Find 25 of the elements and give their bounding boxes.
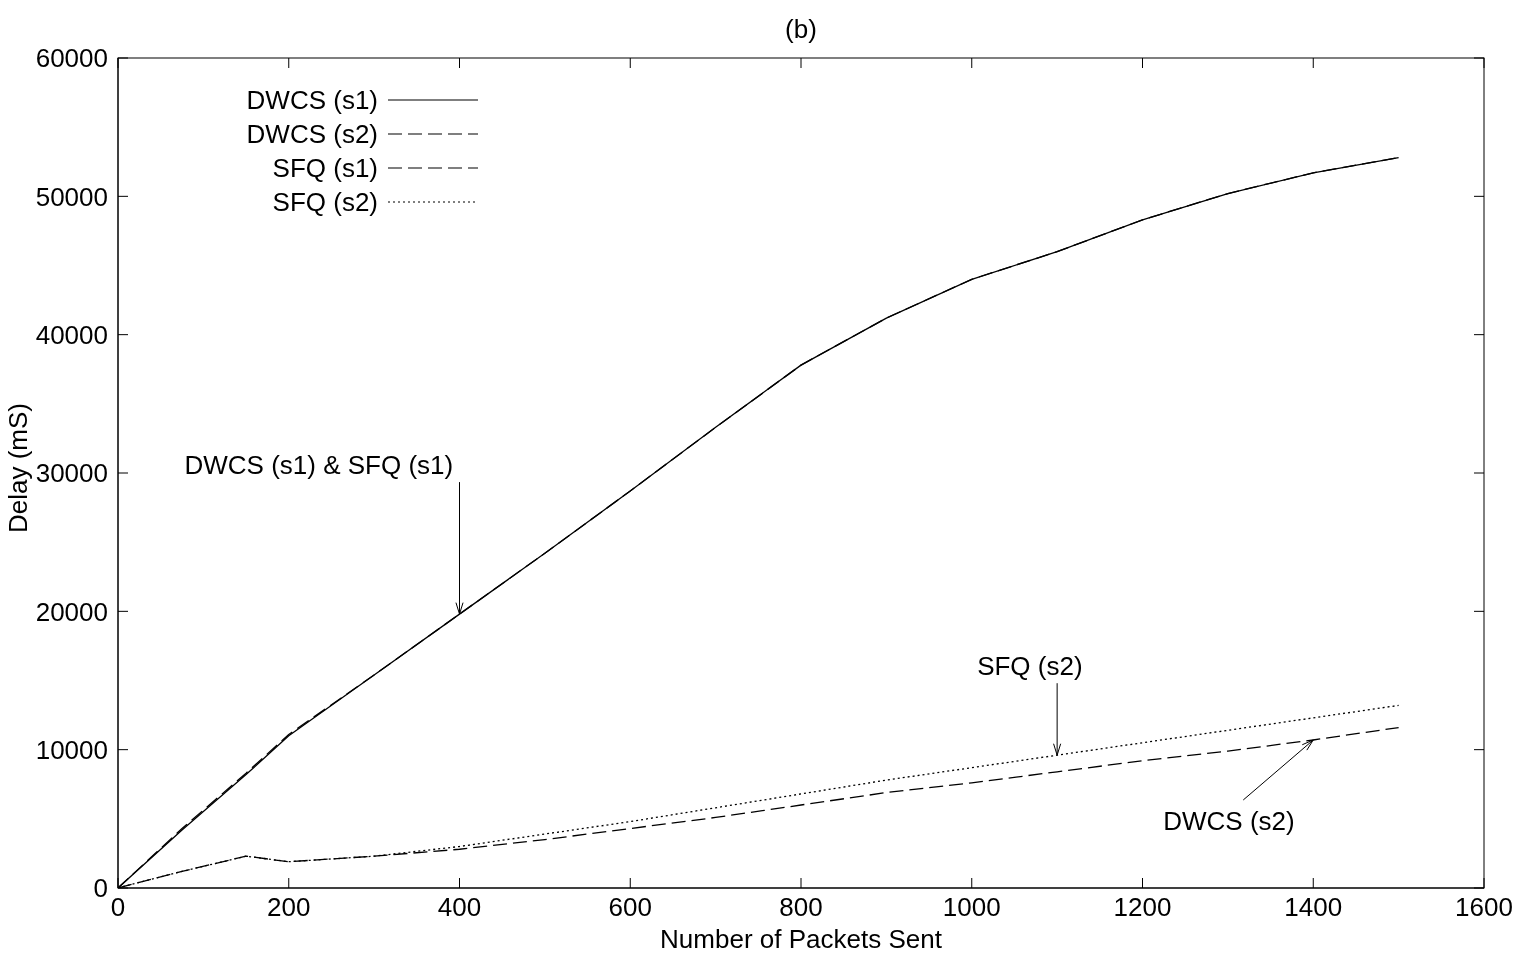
legend-label: DWCS (s2) <box>246 118 378 150</box>
legend-label: SFQ (s1) <box>272 152 378 184</box>
x-tick-label: 1000 <box>942 892 1001 923</box>
annotation: DWCS (s1) & SFQ (s1) <box>184 450 454 481</box>
x-tick-label: 200 <box>267 892 311 923</box>
chart-title: (b) <box>785 14 817 44</box>
x-tick-label: 1600 <box>1455 892 1513 923</box>
y-axis-title: Delay (mS) <box>3 402 34 533</box>
legend-label: DWCS (s1) <box>246 84 378 116</box>
x-tick-label: 400 <box>437 892 482 923</box>
y-tick-label: 30000 <box>35 458 108 489</box>
x-tick-label: 1200 <box>1113 892 1172 923</box>
annotation: DWCS (s2) <box>1163 805 1295 836</box>
y-tick-label: 60000 <box>35 43 108 74</box>
x-tick-label: 600 <box>608 892 652 923</box>
y-tick-label: 40000 <box>35 319 108 350</box>
y-tick-label: 50000 <box>35 181 108 212</box>
legend-label: SFQ (s2) <box>272 186 378 218</box>
x-tick-label: 800 <box>779 892 823 923</box>
annotation: SFQ (s2) <box>977 651 1083 682</box>
y-tick-label: 0 <box>93 873 108 904</box>
x-tick-label: 1400 <box>1284 892 1343 923</box>
x-axis-title: Number of Packets Sent <box>660 924 943 954</box>
y-tick-label: 20000 <box>35 596 108 627</box>
y-tick-label: 10000 <box>35 734 108 765</box>
